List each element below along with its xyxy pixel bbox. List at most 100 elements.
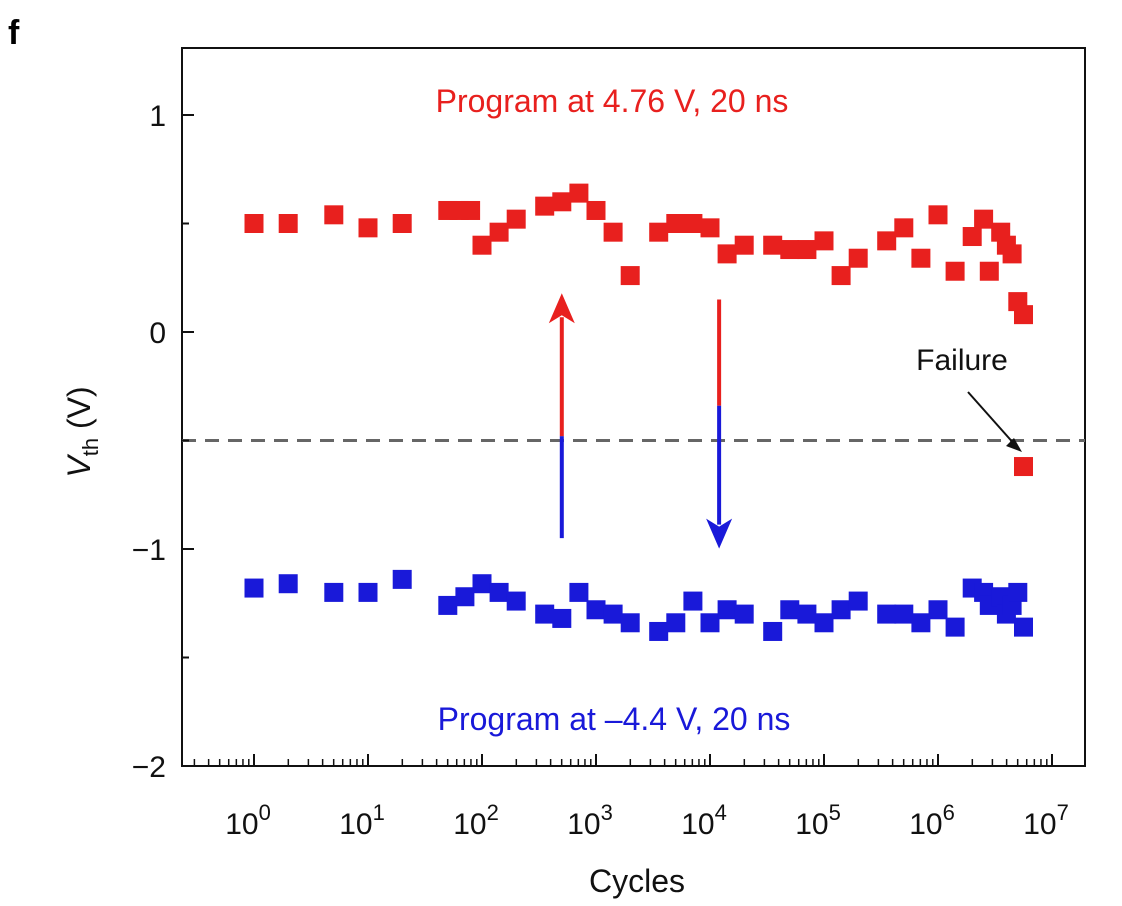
panel-label: f bbox=[8, 14, 20, 52]
data-point bbox=[244, 578, 264, 598]
annotation-program-high: Program at 4.76 V, 20 ns bbox=[436, 83, 789, 119]
data-point bbox=[814, 613, 834, 633]
data-point bbox=[700, 613, 720, 633]
data-point bbox=[506, 591, 526, 611]
x-tick-exponent: 7 bbox=[1057, 800, 1069, 825]
data-point bbox=[877, 231, 897, 251]
x-tick-exponent: 5 bbox=[829, 800, 841, 825]
data-point bbox=[244, 214, 264, 233]
data-point bbox=[569, 183, 589, 203]
data-point bbox=[683, 591, 703, 611]
data-point bbox=[278, 574, 298, 594]
x-tick-base: 10 bbox=[225, 808, 258, 841]
data-point bbox=[848, 248, 868, 268]
data-point bbox=[586, 600, 606, 620]
arrows-layer bbox=[548, 293, 733, 549]
plot-border bbox=[181, 47, 1086, 767]
data-point bbox=[535, 196, 555, 216]
data-point bbox=[894, 604, 914, 624]
data-point bbox=[603, 222, 623, 242]
data-point bbox=[928, 600, 948, 620]
data-point bbox=[780, 240, 800, 260]
y-axis-title-sub: th bbox=[78, 438, 103, 456]
data-point bbox=[666, 214, 686, 233]
x-tick-label: 102 bbox=[453, 800, 499, 841]
data-point bbox=[649, 222, 669, 242]
y-axis-title-unit: (V) bbox=[61, 386, 97, 438]
data-point bbox=[911, 248, 931, 268]
x-tick-exponent: 3 bbox=[601, 800, 613, 825]
data-point bbox=[586, 200, 606, 220]
data-point bbox=[535, 604, 555, 624]
x-tick-label: 100 bbox=[225, 800, 271, 841]
y-axis-title-main: V bbox=[61, 454, 97, 478]
data-point bbox=[928, 205, 948, 225]
data-point bbox=[278, 214, 298, 233]
x-tick-base: 10 bbox=[453, 808, 486, 841]
data-point bbox=[603, 604, 623, 624]
x-tick-base: 10 bbox=[909, 808, 942, 841]
data-point bbox=[552, 608, 572, 628]
failure-point bbox=[1014, 457, 1033, 477]
y-tick-label: −2 bbox=[132, 751, 166, 784]
data-point bbox=[814, 231, 834, 251]
x-tick-base: 10 bbox=[681, 808, 714, 841]
x-tick-label: 107 bbox=[1023, 800, 1069, 841]
data-point bbox=[877, 604, 897, 624]
x-tick-label: 106 bbox=[909, 800, 955, 841]
data-point bbox=[763, 235, 783, 255]
erase-arrow-head bbox=[706, 518, 733, 549]
data-point bbox=[358, 582, 378, 602]
data-point bbox=[461, 200, 481, 220]
data-point bbox=[1008, 582, 1028, 602]
series-program-high bbox=[244, 183, 1033, 325]
data-point bbox=[962, 227, 982, 247]
x-tick-base: 10 bbox=[567, 808, 600, 841]
data-point bbox=[974, 209, 994, 229]
failure-pointer-arrow bbox=[967, 391, 1022, 452]
program-arrow bbox=[548, 293, 575, 539]
data-point bbox=[489, 582, 509, 602]
points-layer bbox=[244, 183, 1033, 641]
data-point bbox=[945, 261, 965, 281]
data-point bbox=[894, 218, 914, 238]
data-point bbox=[649, 621, 669, 641]
x-tick-exponent: 4 bbox=[715, 800, 727, 825]
data-point bbox=[392, 569, 412, 589]
data-point bbox=[717, 600, 737, 620]
series-failure bbox=[1014, 457, 1033, 477]
data-point bbox=[620, 613, 640, 633]
data-point bbox=[763, 621, 783, 641]
data-point bbox=[506, 209, 526, 229]
data-point bbox=[472, 235, 492, 255]
x-tick-label: 103 bbox=[567, 800, 613, 841]
data-point bbox=[666, 613, 686, 633]
data-point bbox=[324, 205, 344, 225]
data-point bbox=[455, 587, 475, 607]
data-point bbox=[1014, 305, 1033, 325]
data-point bbox=[734, 604, 754, 624]
x-tick-base: 10 bbox=[795, 808, 828, 841]
data-point bbox=[831, 266, 851, 286]
y-tick-label: −1 bbox=[132, 534, 166, 567]
data-point bbox=[489, 222, 509, 242]
x-tick-exponent: 2 bbox=[487, 800, 499, 825]
data-point bbox=[1002, 244, 1022, 264]
plot-frame bbox=[181, 47, 1086, 767]
annotation-failure: Failure bbox=[916, 344, 1008, 377]
data-point bbox=[358, 218, 378, 238]
data-point bbox=[717, 244, 737, 264]
ticks-layer bbox=[182, 114, 1053, 767]
x-tick-label: 105 bbox=[795, 800, 841, 841]
y-tick-labels: 1 0 −1 −2 bbox=[132, 100, 166, 784]
x-tick-base: 10 bbox=[339, 808, 372, 841]
x-tick-exponent: 0 bbox=[259, 800, 271, 825]
data-point bbox=[979, 261, 999, 281]
data-point bbox=[392, 214, 412, 233]
data-point bbox=[848, 591, 868, 611]
series-program-low bbox=[244, 569, 1033, 641]
data-point bbox=[797, 604, 817, 624]
x-tick-exponent: 1 bbox=[373, 800, 385, 825]
data-point bbox=[569, 582, 589, 602]
